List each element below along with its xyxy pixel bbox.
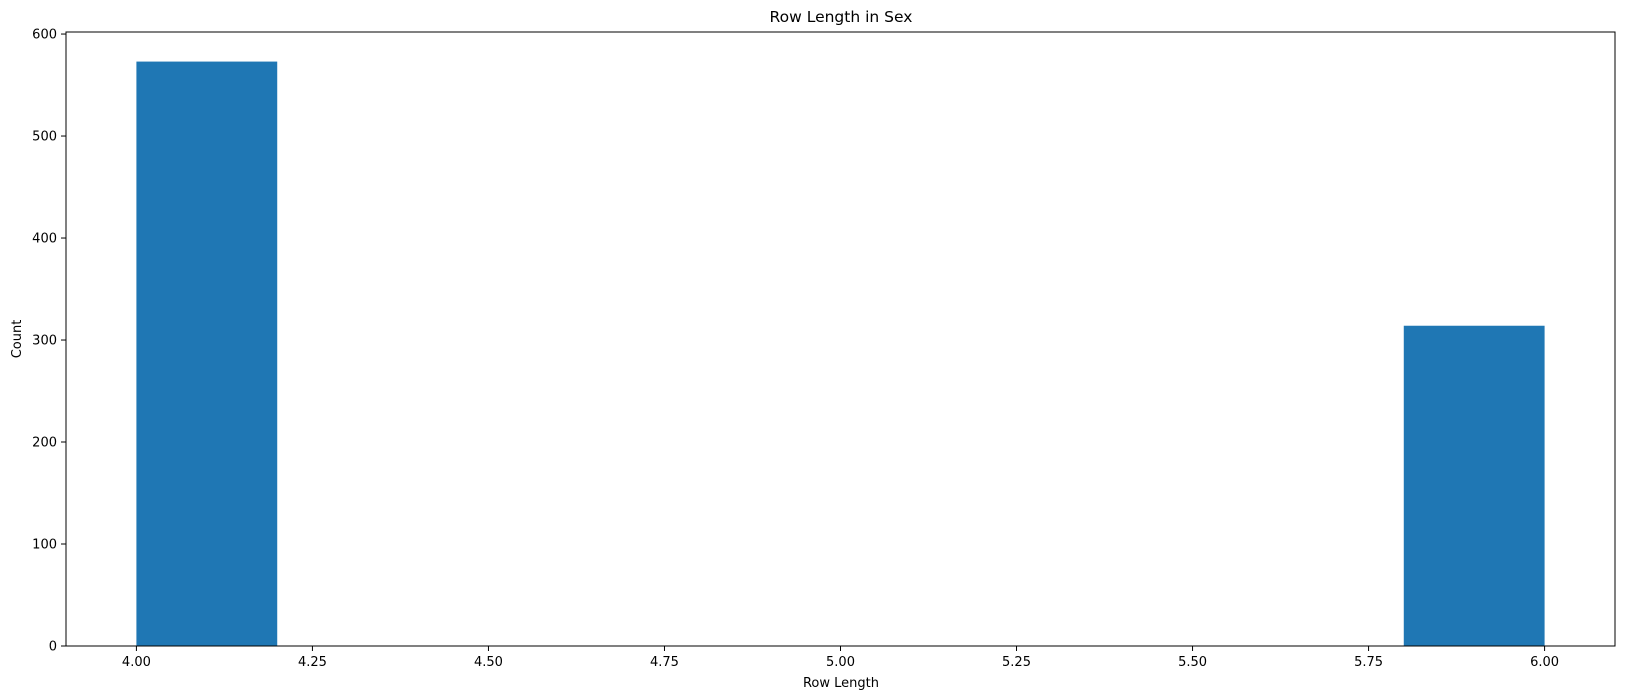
x-axis-ticks: 4.00 4.25 4.50 4.75 5.00 5.25 5.50 5.75 6.00: [122, 646, 1559, 670]
y-tick-label: 0: [49, 640, 57, 655]
x-tick-label: 5.25: [1002, 655, 1031, 670]
x-tick-label: 4.75: [650, 655, 679, 670]
histogram-bar: [1403, 325, 1545, 646]
chart-title: Row Length in Sex: [770, 8, 913, 26]
y-tick-label: 600: [32, 28, 57, 43]
y-axis-ticks: 0 100 200 300 400 500 600: [32, 28, 66, 655]
y-tick-label: 400: [32, 232, 57, 247]
y-tick-label: 100: [32, 538, 57, 553]
y-tick-label: 200: [32, 436, 57, 451]
x-tick-label: 5.75: [1354, 655, 1383, 670]
x-tick-label: 4.00: [122, 655, 151, 670]
y-tick-label: 300: [32, 334, 57, 349]
bars-group: [136, 61, 1545, 647]
x-tick-label: 6.00: [1530, 655, 1559, 670]
y-tick-label: 500: [32, 130, 57, 145]
x-tick-label: 4.25: [298, 655, 327, 670]
histogram-bar: [136, 61, 278, 647]
y-axis-label: Count: [10, 320, 25, 359]
x-axis-label: Row Length: [803, 676, 879, 691]
x-tick-label: 5.00: [826, 655, 855, 670]
x-tick-label: 5.50: [1178, 655, 1207, 670]
x-tick-label: 4.50: [474, 655, 503, 670]
plot-frame: [65, 31, 1616, 647]
